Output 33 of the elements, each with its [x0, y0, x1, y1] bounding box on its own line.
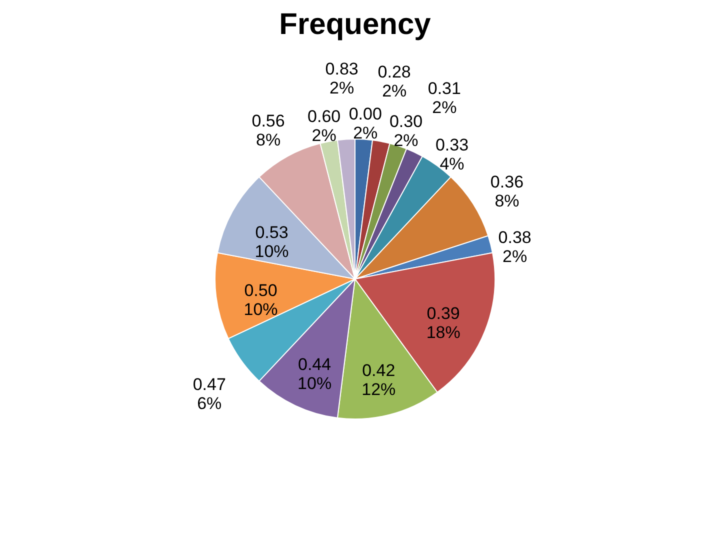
data-label: 6% [197, 394, 222, 413]
slice-label: 0.56 [252, 111, 285, 130]
chart-title: Frequency [279, 8, 432, 41]
data-label: 10% [244, 300, 278, 319]
slice-label: 0.83 [325, 59, 358, 78]
data-label: 2% [394, 131, 418, 150]
data-label: 8% [494, 192, 520, 211]
slice-label: 0.44 [298, 354, 332, 374]
data-label: 2% [312, 126, 336, 145]
slice-label: 0.42 [362, 361, 396, 380]
data-label: 18% [426, 322, 460, 342]
slice-label: 0.47 [192, 374, 226, 394]
slice-label: 0.50 [244, 280, 278, 300]
slice-label: 0.60 [308, 106, 341, 126]
data-label: 12% [362, 380, 396, 400]
data-label: 10% [298, 374, 332, 393]
slice-label: 0.33 [435, 136, 469, 155]
data-label: 2% [382, 82, 407, 101]
slice-label: 0.53 [255, 223, 288, 242]
data-label: 8% [256, 130, 281, 150]
slice-label: 0.30 [389, 112, 423, 132]
data-label: 4% [440, 154, 464, 174]
slice-label: 0.31 [428, 78, 461, 98]
data-label: 2% [353, 123, 378, 142]
data-label: 10% [254, 242, 289, 262]
slice-label: 0.28 [378, 62, 411, 82]
slice-label: 0.38 [498, 228, 532, 247]
data-label: 2% [330, 78, 354, 98]
slice-label: 0.39 [426, 304, 460, 323]
data-label: 2% [502, 246, 528, 266]
slice-label: 0.36 [490, 172, 524, 192]
data-label: 2% [432, 98, 457, 117]
slice-label: 0.00 [348, 104, 382, 124]
